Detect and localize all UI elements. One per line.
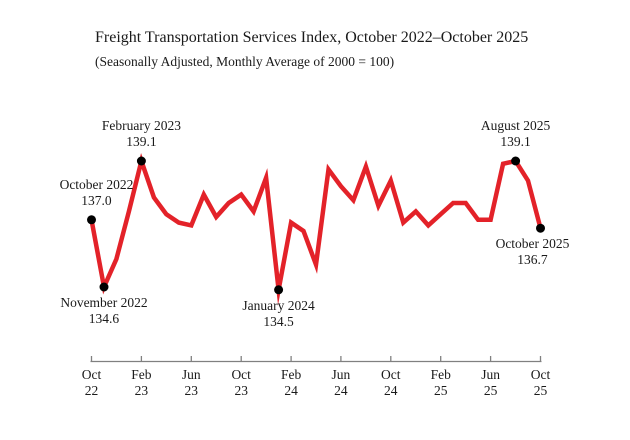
x-tick-label-oct-24: Oct 24 — [381, 367, 401, 399]
tick-year: 25 — [433, 383, 448, 398]
tick-month: Oct — [81, 367, 102, 382]
point-marker — [536, 223, 545, 233]
point-marker — [511, 156, 521, 166]
x-tick-label-oct-22: Oct 22 — [82, 367, 102, 399]
tick-month: Jun — [331, 367, 351, 382]
annotation-value: 134.5 — [263, 313, 294, 329]
x-axis — [90, 356, 542, 363]
annotation-label: August 2025 — [480, 118, 551, 133]
point-marker — [99, 282, 109, 292]
annotation-value: 136.7 — [517, 252, 548, 268]
annotation-value: 134.6 — [88, 311, 120, 326]
tick-year: 23 — [184, 383, 199, 398]
annotation-label: February 2023 — [101, 118, 181, 133]
tick-month: Jun — [481, 367, 500, 382]
data-point-markers — [87, 156, 545, 295]
x-tick-label-feb-23: Feb 23 — [131, 367, 151, 399]
x-tick-label-jun-25: Jun 25 — [481, 367, 500, 399]
tick-month: Jun — [181, 367, 201, 382]
tick-year: 24 — [384, 383, 398, 398]
tick-month: Feb — [280, 367, 302, 382]
tick-month: Feb — [430, 367, 451, 382]
point-marker — [136, 156, 146, 166]
chart-title: Freight Transportation Services Index, O… — [95, 29, 529, 46]
tick-month: Oct — [530, 367, 551, 382]
x-tick-label-jun-24: Jun 24 — [332, 367, 351, 399]
annotation-january-2024: January 2024 134.5 — [242, 298, 314, 330]
annotation-label: October 2022 — [59, 176, 134, 192]
x-tick-label-oct-23: Oct 23 — [231, 367, 251, 399]
x-tick-label-feb-24: Feb 24 — [281, 367, 301, 399]
tick-year: 22 — [84, 383, 99, 398]
annotation-february-2023: February 2023 139.1 — [102, 118, 181, 150]
x-tick-label-jun-23: Jun 23 — [182, 367, 201, 399]
tsi-series-line — [89, 153, 543, 306]
tick-year: 25 — [533, 383, 548, 398]
annotation-value: 139.1 — [500, 134, 531, 149]
annotation-august-2025: August 2025 139.1 — [481, 118, 550, 150]
tick-year: 24 — [334, 383, 348, 398]
point-marker — [274, 285, 284, 295]
annotation-label: January 2024 — [242, 297, 315, 313]
annotation-value: 137.0 — [81, 192, 112, 208]
tick-year: 24 — [284, 383, 298, 398]
tick-month: Oct — [231, 367, 251, 382]
chart-subtitle: (Seasonally Adjusted, Monthly Average of… — [95, 54, 395, 69]
tick-year: 25 — [483, 383, 498, 398]
tick-month: Oct — [381, 367, 401, 382]
point-marker — [87, 215, 96, 225]
tick-year: 23 — [234, 383, 248, 398]
tick-month: Feb — [131, 367, 152, 382]
annotation-value: 139.1 — [126, 134, 157, 149]
tick-year: 23 — [134, 383, 149, 398]
annotation-october-2022: October 2022 137.0 — [60, 177, 134, 209]
annotation-november-2022: November 2022 134.6 — [60, 295, 147, 327]
annotation-label: October 2025 — [495, 236, 570, 252]
x-tick-label-feb-25: Feb 25 — [431, 367, 451, 399]
annotation-october-2025: October 2025 136.7 — [496, 236, 570, 268]
annotation-label: November 2022 — [60, 295, 148, 310]
x-tick-label-oct-25: Oct 25 — [531, 367, 551, 399]
